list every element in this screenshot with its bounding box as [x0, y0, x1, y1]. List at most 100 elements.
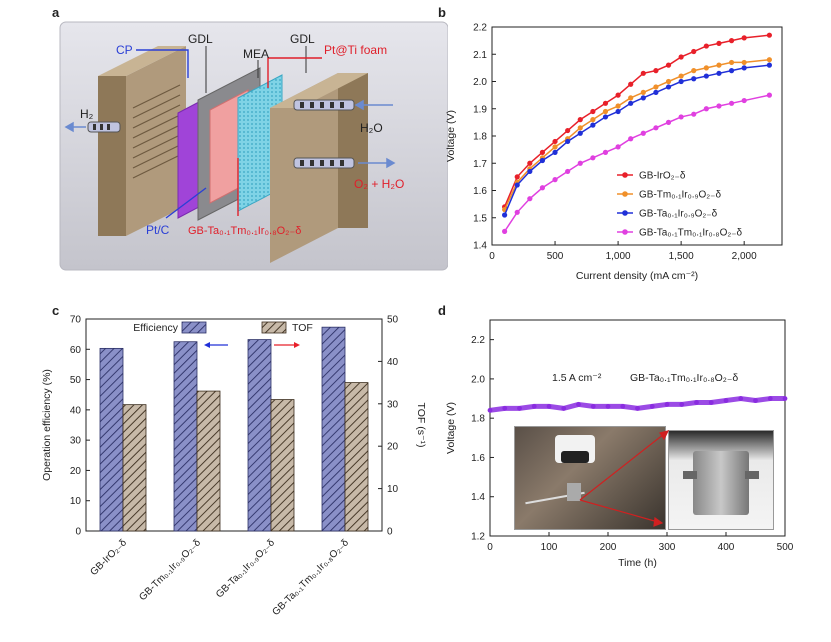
data-point — [766, 32, 772, 38]
data-point — [691, 68, 697, 74]
y-tick-label: 30 — [70, 436, 82, 447]
data-point — [708, 400, 714, 405]
legend-swatch — [261, 321, 287, 334]
legend-marker — [622, 172, 628, 178]
legend-label: GB-Tm₀.₁Ir₀.₉O₂₋δ — [639, 190, 721, 201]
h2-label: H₂ — [80, 107, 94, 121]
data-point — [664, 402, 670, 407]
data-point — [552, 144, 558, 150]
legend-label: GB-IrO₂₋δ — [639, 171, 686, 182]
data-point — [487, 407, 493, 413]
data-point — [527, 196, 533, 202]
gdl-right-label: GDL — [290, 32, 315, 46]
data-point — [723, 398, 729, 403]
series-line — [503, 94, 770, 232]
y-tick-label: 1.2 — [471, 532, 485, 543]
data-point — [694, 400, 699, 405]
setup-photo-left — [514, 426, 666, 530]
data-point — [766, 57, 772, 63]
data-point — [665, 119, 672, 125]
y-tick-label: 70 — [70, 315, 82, 326]
tof-bar — [122, 404, 147, 532]
y2-axis-label: TOF (s⁻¹) — [415, 402, 427, 447]
y-tick-label: 60 — [70, 345, 82, 356]
panel-b-letter: b — [438, 5, 446, 20]
catalyst-label: GB-Ta₀.₁Tm₀.₁Ir₀.₈O₂₋δ — [188, 225, 301, 237]
data-point — [767, 396, 773, 401]
data-point — [577, 130, 583, 136]
cp-label: CP — [116, 43, 133, 57]
data-point — [561, 405, 567, 411]
data-point — [728, 59, 735, 66]
data-point — [602, 108, 609, 115]
data-point — [703, 65, 709, 71]
data-point — [640, 70, 646, 76]
data-point — [602, 100, 609, 106]
data-point — [691, 48, 697, 55]
y2-tick-label: 10 — [387, 484, 399, 495]
data-point — [741, 65, 747, 71]
data-point — [577, 160, 583, 166]
y-axis-label: Voltage (V) — [445, 402, 457, 454]
data-point — [766, 92, 772, 98]
y-tick-label: 1.4 — [473, 241, 487, 252]
data-point — [615, 144, 621, 150]
data-point — [738, 396, 744, 401]
ptc-label: Pt/C — [146, 223, 170, 237]
efficiency-bar — [173, 341, 198, 532]
o2-outlet-tube — [293, 157, 355, 169]
data-point — [577, 117, 583, 123]
data-point — [514, 209, 520, 215]
y-tick-label: 40 — [70, 405, 82, 416]
data-point — [615, 108, 621, 115]
data-point — [565, 138, 571, 145]
data-point — [653, 125, 659, 131]
data-point — [577, 125, 583, 131]
y-axis-label: Voltage (V) — [445, 110, 457, 162]
x-tick-label: 2,000 — [732, 251, 757, 262]
legend-label: TOF — [292, 322, 313, 334]
tof-bar — [344, 382, 369, 532]
data-point — [728, 100, 735, 106]
data-point — [728, 38, 735, 44]
data-point — [678, 114, 684, 120]
data-point — [649, 404, 655, 409]
x-tick-label: 0 — [489, 251, 495, 262]
data-point — [620, 404, 626, 409]
panel-c-letter: c — [52, 303, 60, 318]
h2o-label: H₂O — [360, 121, 383, 135]
data-point — [590, 108, 596, 115]
data-point — [590, 122, 596, 128]
data-point — [552, 149, 558, 155]
category-label: GB-Ta₀.₁Tm₀.₁Ir₀.₈O₂₋δ — [270, 537, 351, 618]
data-point — [678, 54, 684, 60]
tof-bar — [270, 399, 295, 532]
data-point — [703, 106, 709, 112]
left-axis-arrow-head — [204, 342, 210, 348]
efficiency-bar — [99, 347, 124, 532]
y-tick-label: 2.0 — [471, 374, 485, 385]
y-tick-label: 2.2 — [471, 335, 485, 346]
data-point — [678, 78, 684, 85]
legend-label: Efficiency — [133, 322, 178, 334]
data-point — [605, 404, 611, 409]
data-point — [716, 103, 722, 109]
y2-tick-label: 0 — [387, 527, 393, 538]
data-point — [602, 149, 609, 155]
legend-label: GB-Ta₀.₁Ir₀.₉O₂₋δ — [639, 209, 718, 220]
data-point — [679, 402, 685, 407]
electrolyzer-diagram: CP GDL MEA GDL Pt@Ti foam H₂ H₂O O₂ + H₂… — [59, 21, 448, 271]
legend-marker — [622, 229, 628, 235]
o2-h2o-label: O₂ + H₂O — [354, 177, 404, 191]
data-point — [766, 62, 772, 68]
data-point — [665, 84, 672, 90]
data-point — [653, 68, 659, 74]
data-point — [539, 157, 546, 164]
electrolyzer-photo-right — [668, 430, 774, 530]
data-point — [728, 68, 735, 74]
data-point — [716, 70, 722, 76]
data-point — [552, 138, 558, 145]
panel-d-letter: d — [438, 303, 446, 318]
y-tick-label: 0 — [75, 527, 81, 538]
h2-outlet-tube — [87, 121, 121, 133]
